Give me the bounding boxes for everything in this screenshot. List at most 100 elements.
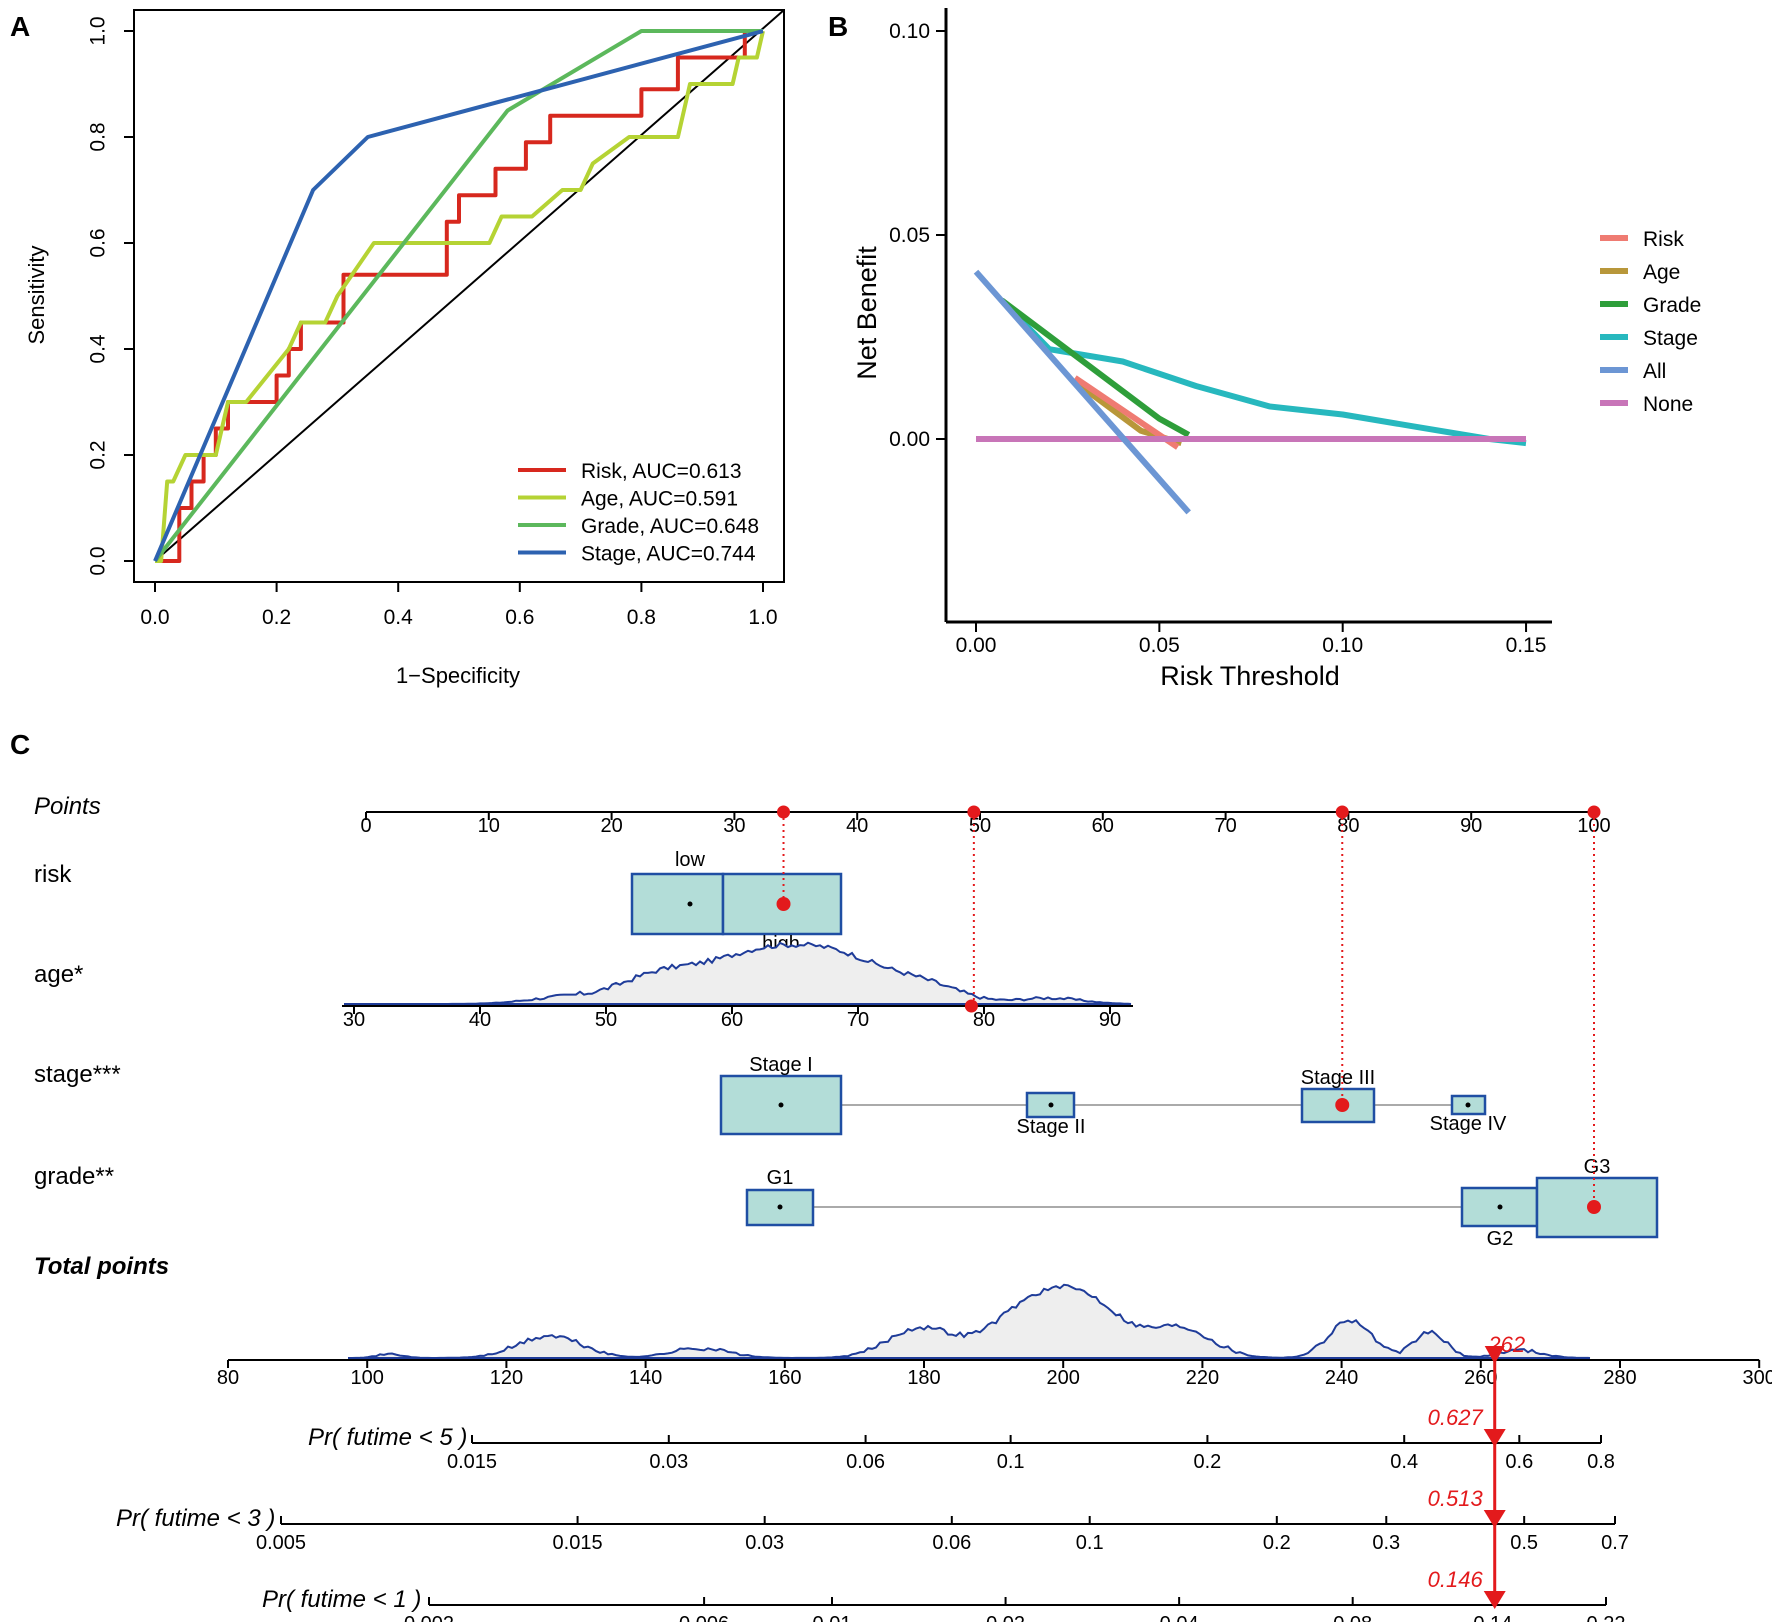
- roc-y-tick-label: 0.6: [87, 228, 110, 257]
- dca-line-all: [973, 269, 1191, 515]
- pr3-axis-tick-label: 0.3: [1372, 1532, 1400, 1554]
- pr1-value: 0.146: [1428, 1567, 1484, 1592]
- points-axis-tick-label: 60: [1092, 815, 1114, 837]
- pr5-marker: [1483, 1429, 1506, 1447]
- panel-c-letter: C: [10, 729, 30, 760]
- total-points-axis-tick-label: 140: [629, 1367, 662, 1389]
- nomogram-patient-markers: 262 0.627 0.513 0.146: [776, 805, 1601, 1609]
- points-marker: [1587, 805, 1601, 819]
- dca-line-risk: [1073, 375, 1180, 450]
- pr1-axis-tick-label: 0.01: [813, 1613, 852, 1622]
- pr3-axis-tick-label: 0.06: [932, 1532, 971, 1554]
- dca-legend-label-age: Age: [1643, 261, 1680, 284]
- grade-g2-label: G2: [1487, 1228, 1514, 1250]
- roc-y-tick-label: 0.2: [87, 440, 110, 469]
- nomogram-panel: C Points risk age* stage*** grade** Tota…: [10, 729, 1772, 1622]
- points-row-label: Points: [34, 793, 101, 820]
- points-axis-tick-label: 30: [723, 815, 745, 837]
- age-patient-marker: [964, 999, 978, 1013]
- pr5-axis-tick-label: 0.03: [649, 1451, 688, 1473]
- roc-plot-frame: [133, 9, 785, 583]
- stage-row-label: stage***: [34, 1061, 121, 1088]
- points-marker: [1335, 805, 1349, 819]
- dca-axis-ticks: 0.00 0.05 0.10 0.15 0.00 0.05 0.10: [889, 20, 1546, 657]
- pr3-axis-tick-label: 0.03: [745, 1532, 784, 1554]
- roc-legend-label-age: Age, AUC=0.591: [581, 488, 738, 511]
- dca-line-grade: [999, 297, 1191, 438]
- pr5-axis-tick-label: 0.015: [447, 1451, 497, 1473]
- points-axis-tick-label: 80: [1337, 815, 1359, 837]
- panel-a-letter: A: [10, 11, 30, 42]
- pr5-axis-tick-label: 0.1: [997, 1451, 1025, 1473]
- age-axis-tick-label: 80: [973, 1009, 995, 1031]
- grade-row-label: grade**: [34, 1163, 114, 1190]
- roc-diagonal-reference: [154, 9, 785, 562]
- dca-y-tick-label: 0.10: [889, 20, 930, 43]
- pr3-axis-tick-label: 0.015: [553, 1532, 603, 1554]
- roc-x-tick-label: 1.0: [748, 606, 777, 629]
- roc-panel: A 0.0 0.2 0.4 0.6 0.8 1.0 0.0 0.2 0.4 0.6 0.8 1.0 1…: [10, 9, 785, 688]
- risk-patient-marker: [776, 897, 791, 911]
- points-axis-tick-label: 50: [969, 815, 991, 837]
- dca-x-tick-label: 0.15: [1506, 634, 1547, 657]
- total-points-axis-tick-label: 100: [351, 1367, 384, 1389]
- dca-legend-label-all: All: [1643, 360, 1666, 383]
- dca-line-stage: [999, 298, 1527, 447]
- dca-x-tick-label: 0.00: [956, 634, 997, 657]
- roc-line-risk: [155, 29, 763, 563]
- total-points-axis-tick-label: 160: [768, 1367, 801, 1389]
- age-density-curve: [344, 941, 1132, 1005]
- age-axis-tick-label: 50: [595, 1009, 617, 1031]
- roc-x-tick-label: 0.8: [627, 606, 656, 629]
- points-axis-tick-label: 10: [478, 815, 500, 837]
- dca-panel: B 0.00 0.05 0.10 0.15 0.00 0.05 0.10 Risk Thre…: [828, 8, 1701, 691]
- points-axis-tick-label: 90: [1460, 815, 1482, 837]
- age-axis-tick-label: 30: [343, 1009, 365, 1031]
- pr3-axis-tick-label: 0.5: [1510, 1532, 1538, 1554]
- pr1-row-label: Pr( futime < 1 ): [262, 1586, 421, 1613]
- stage-patient-marker: [1335, 1098, 1350, 1112]
- roc-line-stage: [153, 29, 764, 562]
- total-points-axis-tick-label: 180: [907, 1367, 940, 1389]
- age-row-label: age*: [34, 961, 83, 988]
- roc-y-tick-label: 1.0: [87, 16, 110, 45]
- pr1-axis-tick-label: 0.02: [986, 1613, 1025, 1622]
- dca-y-tick-label: 0.00: [889, 428, 930, 451]
- roc-y-tick-label: 0.4: [87, 334, 110, 364]
- total-points-axis-tick-label: 300: [1743, 1367, 1772, 1389]
- stage-iv-label: Stage IV: [1430, 1113, 1507, 1135]
- pr3-axis-tick-label: 0.1: [1076, 1532, 1104, 1554]
- pr1-axis-tick-label: 0.08: [1333, 1613, 1372, 1622]
- pr3-value: 0.513: [1428, 1486, 1484, 1511]
- pr3-row-label: Pr( futime < 3 ): [116, 1505, 275, 1532]
- total-points-row-label: Total points: [34, 1253, 169, 1280]
- grade-g2-center: [1497, 1204, 1503, 1210]
- stage-ii-center: [1048, 1102, 1054, 1108]
- pr1-axis-tick-label: 0.006: [679, 1613, 729, 1622]
- stage-iii-label: Stage III: [1301, 1067, 1376, 1089]
- roc-x-tick-label: 0.4: [384, 606, 414, 629]
- total-points-axis-tick-label: 80: [217, 1367, 239, 1389]
- stage-i-label: Stage I: [749, 1054, 812, 1076]
- risk-low-box: [630, 872, 725, 936]
- stage-ii-label: Stage II: [1017, 1116, 1086, 1138]
- total-points-axis-tick-label: 200: [1047, 1367, 1080, 1389]
- age-axis-tick-label: 90: [1099, 1009, 1121, 1031]
- age-axis-tick-label: 70: [847, 1009, 869, 1031]
- roc-line-grade: [153, 29, 763, 563]
- grade-g3-label: G3: [1584, 1156, 1611, 1178]
- pr3-axis-tick-label: 0.2: [1263, 1532, 1291, 1554]
- points-axis-tick-label: 70: [1214, 815, 1236, 837]
- risk-low-center: [687, 901, 693, 907]
- roc-x-tick-label: 0.0: [140, 606, 169, 629]
- dca-legend-label-stage: Stage: [1643, 327, 1698, 350]
- dca-x-axis-label: Risk Threshold: [1160, 661, 1340, 691]
- points-marker: [777, 805, 791, 819]
- age-axis-tick-label: 60: [721, 1009, 743, 1031]
- pr3-marker: [1483, 1510, 1506, 1528]
- pr1-axis-tick-label: 0.002: [404, 1613, 454, 1622]
- pr5-row-label: Pr( futime < 5 ): [308, 1424, 467, 1451]
- total-points-axis-tick-label: 120: [490, 1367, 523, 1389]
